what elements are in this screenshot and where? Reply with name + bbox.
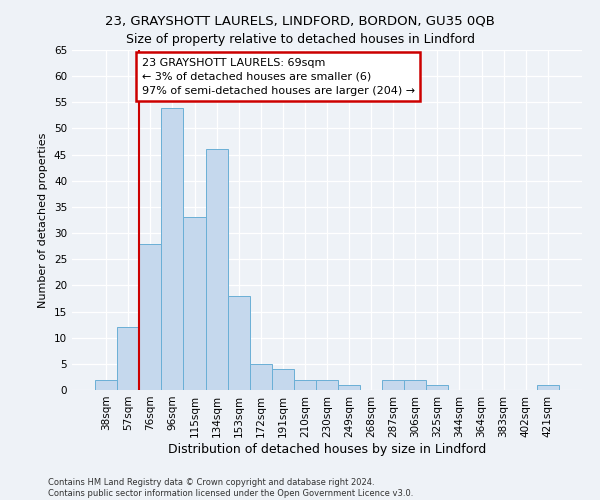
Text: 23 GRAYSHOTT LAURELS: 69sqm
← 3% of detached houses are smaller (6)
97% of semi-: 23 GRAYSHOTT LAURELS: 69sqm ← 3% of deta… — [142, 58, 415, 96]
Bar — [117, 327, 139, 390]
Bar — [206, 150, 227, 390]
Bar — [184, 218, 206, 390]
Bar — [316, 380, 338, 390]
Text: Size of property relative to detached houses in Lindford: Size of property relative to detached ho… — [125, 32, 475, 46]
Text: Contains HM Land Registry data © Crown copyright and database right 2024.
Contai: Contains HM Land Registry data © Crown c… — [48, 478, 413, 498]
Bar — [294, 380, 316, 390]
Bar — [537, 385, 559, 390]
X-axis label: Distribution of detached houses by size in Lindford: Distribution of detached houses by size … — [168, 442, 486, 456]
Text: 23, GRAYSHOTT LAURELS, LINDFORD, BORDON, GU35 0QB: 23, GRAYSHOTT LAURELS, LINDFORD, BORDON,… — [105, 15, 495, 28]
Bar — [227, 296, 250, 390]
Bar — [338, 385, 360, 390]
Bar — [95, 380, 117, 390]
Y-axis label: Number of detached properties: Number of detached properties — [38, 132, 49, 308]
Bar — [139, 244, 161, 390]
Bar — [404, 380, 427, 390]
Bar — [250, 364, 272, 390]
Bar — [382, 380, 404, 390]
Bar — [161, 108, 184, 390]
Bar — [427, 385, 448, 390]
Bar — [272, 369, 294, 390]
